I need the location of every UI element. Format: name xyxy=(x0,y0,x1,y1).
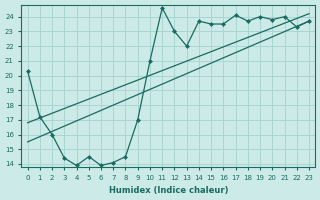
X-axis label: Humidex (Indice chaleur): Humidex (Indice chaleur) xyxy=(108,186,228,195)
